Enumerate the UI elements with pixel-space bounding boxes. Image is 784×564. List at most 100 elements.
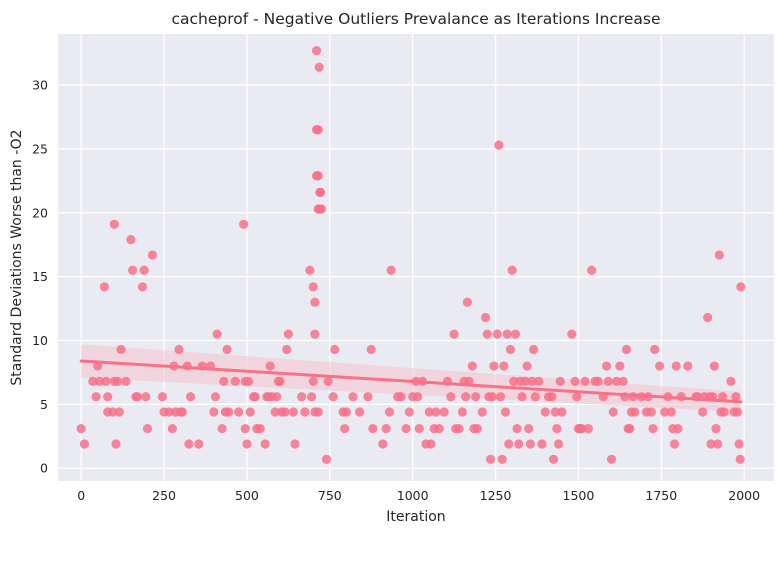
data-point <box>321 454 332 464</box>
data-point <box>611 376 622 386</box>
data-point <box>736 282 746 292</box>
data-point <box>522 361 532 371</box>
data-point <box>282 344 292 355</box>
data-point <box>603 376 613 386</box>
data-point <box>683 361 693 371</box>
data-point <box>290 439 300 449</box>
data-point <box>570 376 580 386</box>
data-point <box>646 407 656 417</box>
data-point <box>219 376 229 386</box>
data-point <box>431 407 441 417</box>
data-point <box>348 392 358 402</box>
data-point <box>713 439 723 449</box>
data-point <box>265 361 275 371</box>
y-tick-label: 20 <box>32 205 48 220</box>
data-point <box>577 424 587 434</box>
data-point <box>630 407 640 417</box>
data-point <box>185 392 196 402</box>
data-point <box>315 187 326 197</box>
data-point <box>482 329 492 339</box>
data-point <box>512 424 522 434</box>
data-point <box>666 407 676 417</box>
data-point <box>520 376 530 386</box>
data-point <box>547 392 557 402</box>
data-point <box>698 407 708 417</box>
data-point <box>245 407 255 417</box>
data-point <box>157 392 168 402</box>
data-point <box>79 439 90 449</box>
data-point <box>732 407 743 417</box>
data-point <box>272 392 282 402</box>
data-point <box>625 424 635 434</box>
data-point <box>621 344 632 355</box>
data-point <box>108 407 118 417</box>
data-point <box>328 392 338 402</box>
data-point <box>618 376 628 386</box>
data-point <box>534 376 544 386</box>
data-point <box>222 344 232 355</box>
x-tick-label: 250 <box>152 488 176 503</box>
regression-line <box>79 359 743 404</box>
data-point <box>553 439 564 449</box>
data-point <box>527 376 537 386</box>
data-point <box>101 376 111 386</box>
data-point <box>340 424 350 434</box>
data-point <box>313 171 323 181</box>
data-point <box>648 424 658 434</box>
data-point <box>735 454 745 464</box>
data-point <box>734 439 744 449</box>
data-point <box>308 376 318 386</box>
x-tick-label: 1250 <box>480 488 512 503</box>
data-point <box>323 376 333 386</box>
data-point <box>217 424 227 434</box>
data-point <box>714 250 724 260</box>
data-point <box>580 376 590 386</box>
data-point <box>355 407 365 417</box>
data-point <box>669 439 680 449</box>
data-point <box>499 361 509 371</box>
data-point <box>384 407 395 417</box>
data-point <box>88 376 98 386</box>
data-point <box>164 407 174 417</box>
data-point <box>567 329 577 339</box>
data-point <box>177 407 187 417</box>
data-point <box>244 376 254 386</box>
data-point <box>572 392 582 402</box>
data-point <box>311 46 322 56</box>
data-point <box>275 376 285 386</box>
data-point <box>504 439 514 449</box>
data-point <box>366 344 376 355</box>
data-point <box>306 392 317 402</box>
y-tick-label: 30 <box>32 78 48 93</box>
data-point <box>494 140 504 150</box>
data-point <box>477 407 487 417</box>
data-point <box>239 219 249 229</box>
data-point <box>552 424 562 434</box>
data-point <box>606 454 617 464</box>
data-point <box>103 392 113 402</box>
data-point <box>184 439 194 449</box>
data-point <box>137 282 148 292</box>
data-point <box>709 361 719 371</box>
x-tick-label: 500 <box>235 488 259 503</box>
data-point <box>655 361 665 371</box>
data-point <box>363 392 373 402</box>
data-point <box>250 392 260 402</box>
y-tick-label: 5 <box>40 397 48 412</box>
data-point <box>310 297 320 307</box>
data-point <box>300 407 310 417</box>
data-point <box>615 361 625 371</box>
data-point <box>121 376 131 386</box>
y-tick-label: 0 <box>40 461 48 476</box>
data-point <box>141 392 151 402</box>
data-point <box>548 454 559 464</box>
data-point <box>109 219 119 229</box>
data-point <box>240 424 250 434</box>
x-axis-label: Iteration <box>386 509 445 525</box>
data-point <box>76 424 86 434</box>
data-point <box>514 439 524 449</box>
regression-layer <box>79 359 743 404</box>
data-point <box>446 392 456 402</box>
data-point <box>608 407 618 417</box>
